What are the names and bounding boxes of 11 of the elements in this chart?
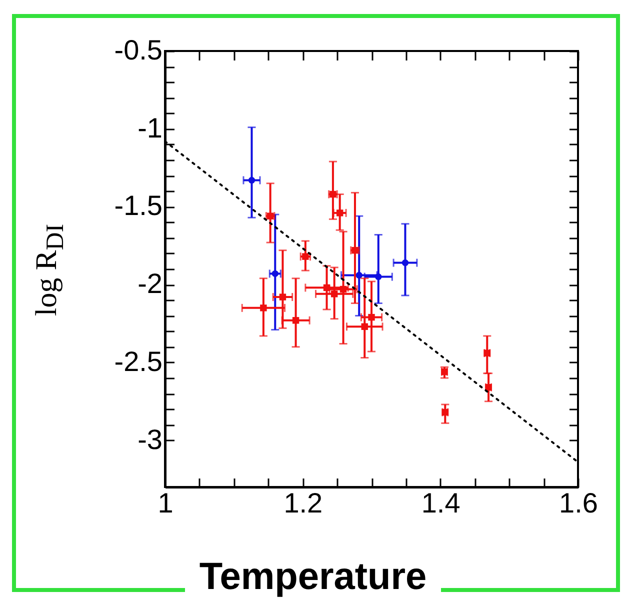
y-tick-label: -2: [138, 268, 162, 300]
x-tick-label: 1.4: [421, 488, 460, 518]
y-tick-label: -0.5: [114, 34, 162, 66]
x-tick-label: 1.6: [559, 488, 598, 518]
y-tick-label: -1: [138, 112, 162, 144]
y-tick-label: -1.5: [114, 190, 162, 222]
y-tick-label: -2.5: [114, 346, 162, 377]
y-tick-label: -3: [138, 424, 162, 455]
x-tick-label: 1.2: [284, 488, 323, 518]
x-tick-label: 1: [158, 488, 174, 518]
x-axis-title: Temperature: [185, 556, 441, 598]
